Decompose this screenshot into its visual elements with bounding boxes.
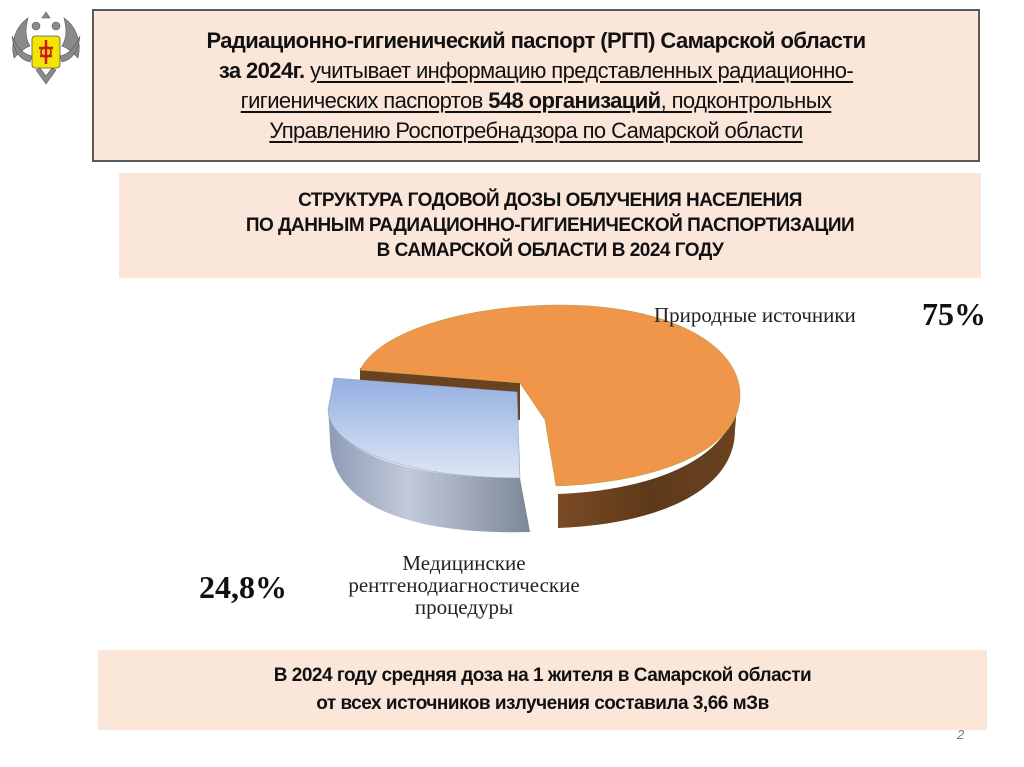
natural-sources-label: Природные источники bbox=[654, 303, 856, 327]
rgp-info-box: Радиационно-гигиенический паспорт (РГП) … bbox=[92, 9, 980, 162]
average-dose-box: В 2024 году средняя доза на 1 жителя в С… bbox=[98, 650, 987, 730]
chart-title-line-2: ПО ДАННЫМ РАДИАЦИОННО-ГИГИЕНИЧЕСКОЙ ПАСП… bbox=[245, 215, 855, 236]
medical-label-line-1: Медицинские bbox=[402, 551, 526, 575]
natural-sources-slice bbox=[359, 304, 741, 487]
page-number: 2 bbox=[957, 727, 965, 742]
info-line-3a: гигиенических паспортов bbox=[240, 87, 484, 113]
natural-sources-percent: 75% bbox=[922, 296, 986, 332]
chart-title-line-3: В САМАРСКОЙ ОБЛАСТИ В 2024 ГОДУ bbox=[376, 240, 724, 261]
info-line-1: Радиационно-гигиенический паспорт (РГП) … bbox=[206, 27, 866, 53]
chart-title-box: СТРУКТУРА ГОДОВОЙ ДОЗЫ ОБЛУЧЕНИЯ НАСЕЛЕН… bbox=[119, 173, 981, 278]
medical-procedures-percent: 24,8% bbox=[199, 569, 287, 605]
pie-chart bbox=[327, 304, 741, 533]
info-org-count: 548 организаций bbox=[488, 87, 661, 113]
average-dose-line-1: В 2024 году средняя доза на 1 жителя в С… bbox=[273, 665, 812, 686]
emblem-icon bbox=[11, 11, 81, 85]
medical-label-line-3: процедуры bbox=[414, 595, 514, 619]
medical-label-line-2: рентгенодиагностические bbox=[348, 573, 580, 597]
medical-slice bbox=[327, 377, 521, 479]
info-line-4: Управлению Роспотребнадзора по Самарской… bbox=[269, 117, 803, 143]
chart-title-line-1: СТРУКТУРА ГОДОВОЙ ДОЗЫ ОБЛУЧЕНИЯ НАСЕЛЕН… bbox=[298, 190, 802, 211]
medical-slice-side bbox=[328, 405, 530, 533]
medical-procedures-label: Медицинские рентгенодиагностические проц… bbox=[320, 552, 608, 618]
info-year: за 2024г. bbox=[218, 57, 305, 83]
average-dose-line-2: от всех источников излучения составила 3… bbox=[316, 693, 769, 714]
info-line-2: учитывает информацию представленных ради… bbox=[309, 57, 854, 83]
natural-sources-slice-side bbox=[558, 392, 738, 528]
info-line-3b: , подконтрольных bbox=[660, 87, 832, 113]
